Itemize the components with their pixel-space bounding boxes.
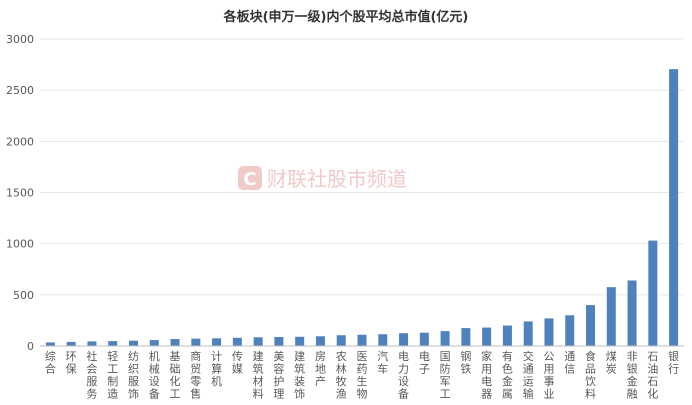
bar [482,327,492,346]
bar [544,318,554,346]
bar [108,341,118,346]
x-axis-category-labels: 综合环保社会服务轻工制造纺织服饰机械设备基础化工商贸零售计算机传媒建筑材料美容护… [45,349,679,401]
bar [66,341,76,346]
x-category-label: 商贸零售 [190,349,201,401]
bar [336,335,346,346]
bar [253,337,263,346]
bar [315,336,325,346]
x-category-label: 基础化工 [170,350,181,401]
y-tick-label: 0 [27,340,34,353]
x-category-label: 建筑材料 [253,349,264,401]
bar [274,336,284,346]
bar [669,69,679,347]
x-category-label: 农林牧渔 [336,349,347,401]
x-category-label: 交通运输 [523,349,534,401]
gridlines [40,38,684,296]
x-category-label: 国防军工 [440,350,451,401]
bar [461,328,471,346]
chart-title: 各板块(申万一级)内个股平均总市值(亿元) [223,9,469,25]
x-category-label: 银行 [668,349,679,376]
y-tick-label: 500 [13,289,34,302]
bar [586,305,596,346]
x-category-label: 煤炭 [606,350,617,376]
bar [87,341,97,346]
bar [232,337,242,346]
x-category-label: 机械设备 [149,349,160,401]
x-category-label: 汽车 [377,349,388,376]
bar [419,332,429,346]
watermark-text: 财联社股市频道 [267,167,407,191]
x-category-label: 轻工制造 [107,349,118,401]
x-category-label: 纺织服饰 [128,349,139,401]
x-category-label: 建筑装饰 [294,349,305,401]
y-tick-label: 1500 [6,187,34,200]
x-category-label: 美容护理 [273,350,284,401]
x-category-label: 通信 [564,350,575,376]
bar [357,334,367,346]
bar [523,321,533,346]
x-category-label: 医药生物 [357,350,368,401]
bar [440,331,450,346]
bar [295,336,305,346]
x-category-label: 房地产 [315,350,326,388]
watermark-logo-icon [238,166,262,190]
x-category-label: 综合 [45,349,56,376]
x-category-label: 社会服务 [86,349,97,401]
x-category-label: 电力设备 [398,350,409,401]
bar [565,315,575,346]
x-category-label: 家用电器 [481,349,492,401]
x-category-label: 有色金属 [502,349,513,401]
watermark-logo-letter: C [243,169,256,190]
y-tick-label: 1000 [6,238,34,251]
bar [128,340,138,346]
bar [45,342,55,346]
x-category-label: 食品饮料 [585,349,596,401]
bar [149,340,159,346]
bar [191,338,201,346]
y-tick-label: 3000 [6,33,34,46]
y-tick-label: 2000 [6,135,34,148]
y-axis-tick-labels: 0 500 1000 1500 2000 2500 3000 [6,33,34,353]
x-category-label: 公用事业 [543,350,554,401]
x-category-label: 石油石化 [647,350,658,401]
bar [606,287,616,346]
bar [627,280,637,346]
bar [170,339,180,346]
x-category-label: 传媒 [232,350,243,376]
bar [378,334,388,346]
x-category-label: 钢铁 [460,350,471,376]
bar [212,338,222,346]
x-category-label: 电子 [419,350,430,376]
bar [399,333,409,346]
bars [45,69,679,347]
watermark: C 财联社股市频道 [238,166,407,191]
bar [502,325,512,346]
x-category-label: 非银金融 [627,350,638,401]
bar [648,240,658,346]
y-tick-label: 2500 [6,84,34,97]
x-category-label: 环保 [66,350,77,376]
x-category-label: 计算机 [211,350,222,388]
